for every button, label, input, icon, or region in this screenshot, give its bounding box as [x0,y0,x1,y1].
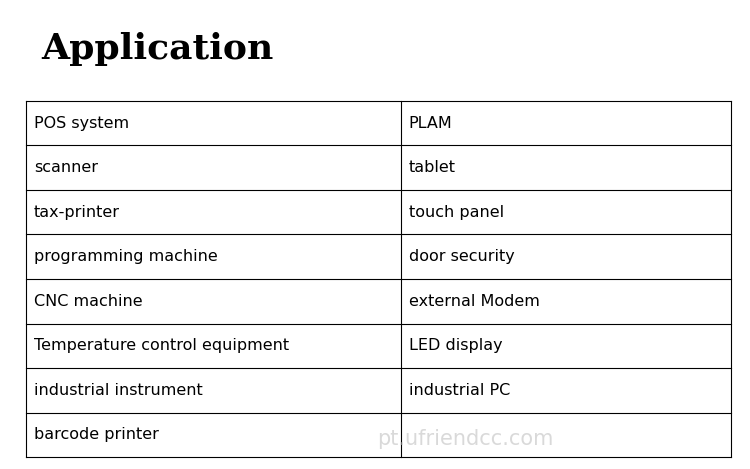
Text: programming machine: programming machine [34,250,218,264]
Text: pt.ufriendcc.com: pt.ufriendcc.com [376,429,554,448]
Text: tablet: tablet [409,160,456,175]
Text: industrial PC: industrial PC [409,383,510,398]
Text: industrial instrument: industrial instrument [34,383,203,398]
Text: LED display: LED display [409,339,503,353]
Text: POS system: POS system [34,116,129,130]
Text: CNC machine: CNC machine [34,294,142,309]
Text: tax-printer: tax-printer [34,205,120,219]
Text: PLAM: PLAM [409,116,452,130]
Text: door security: door security [409,250,515,264]
Text: external Modem: external Modem [409,294,540,309]
Text: Application: Application [41,32,274,66]
Text: touch panel: touch panel [409,205,504,219]
Text: barcode printer: barcode printer [34,428,159,442]
Text: scanner: scanner [34,160,98,175]
Text: Temperature control equipment: Temperature control equipment [34,339,289,353]
